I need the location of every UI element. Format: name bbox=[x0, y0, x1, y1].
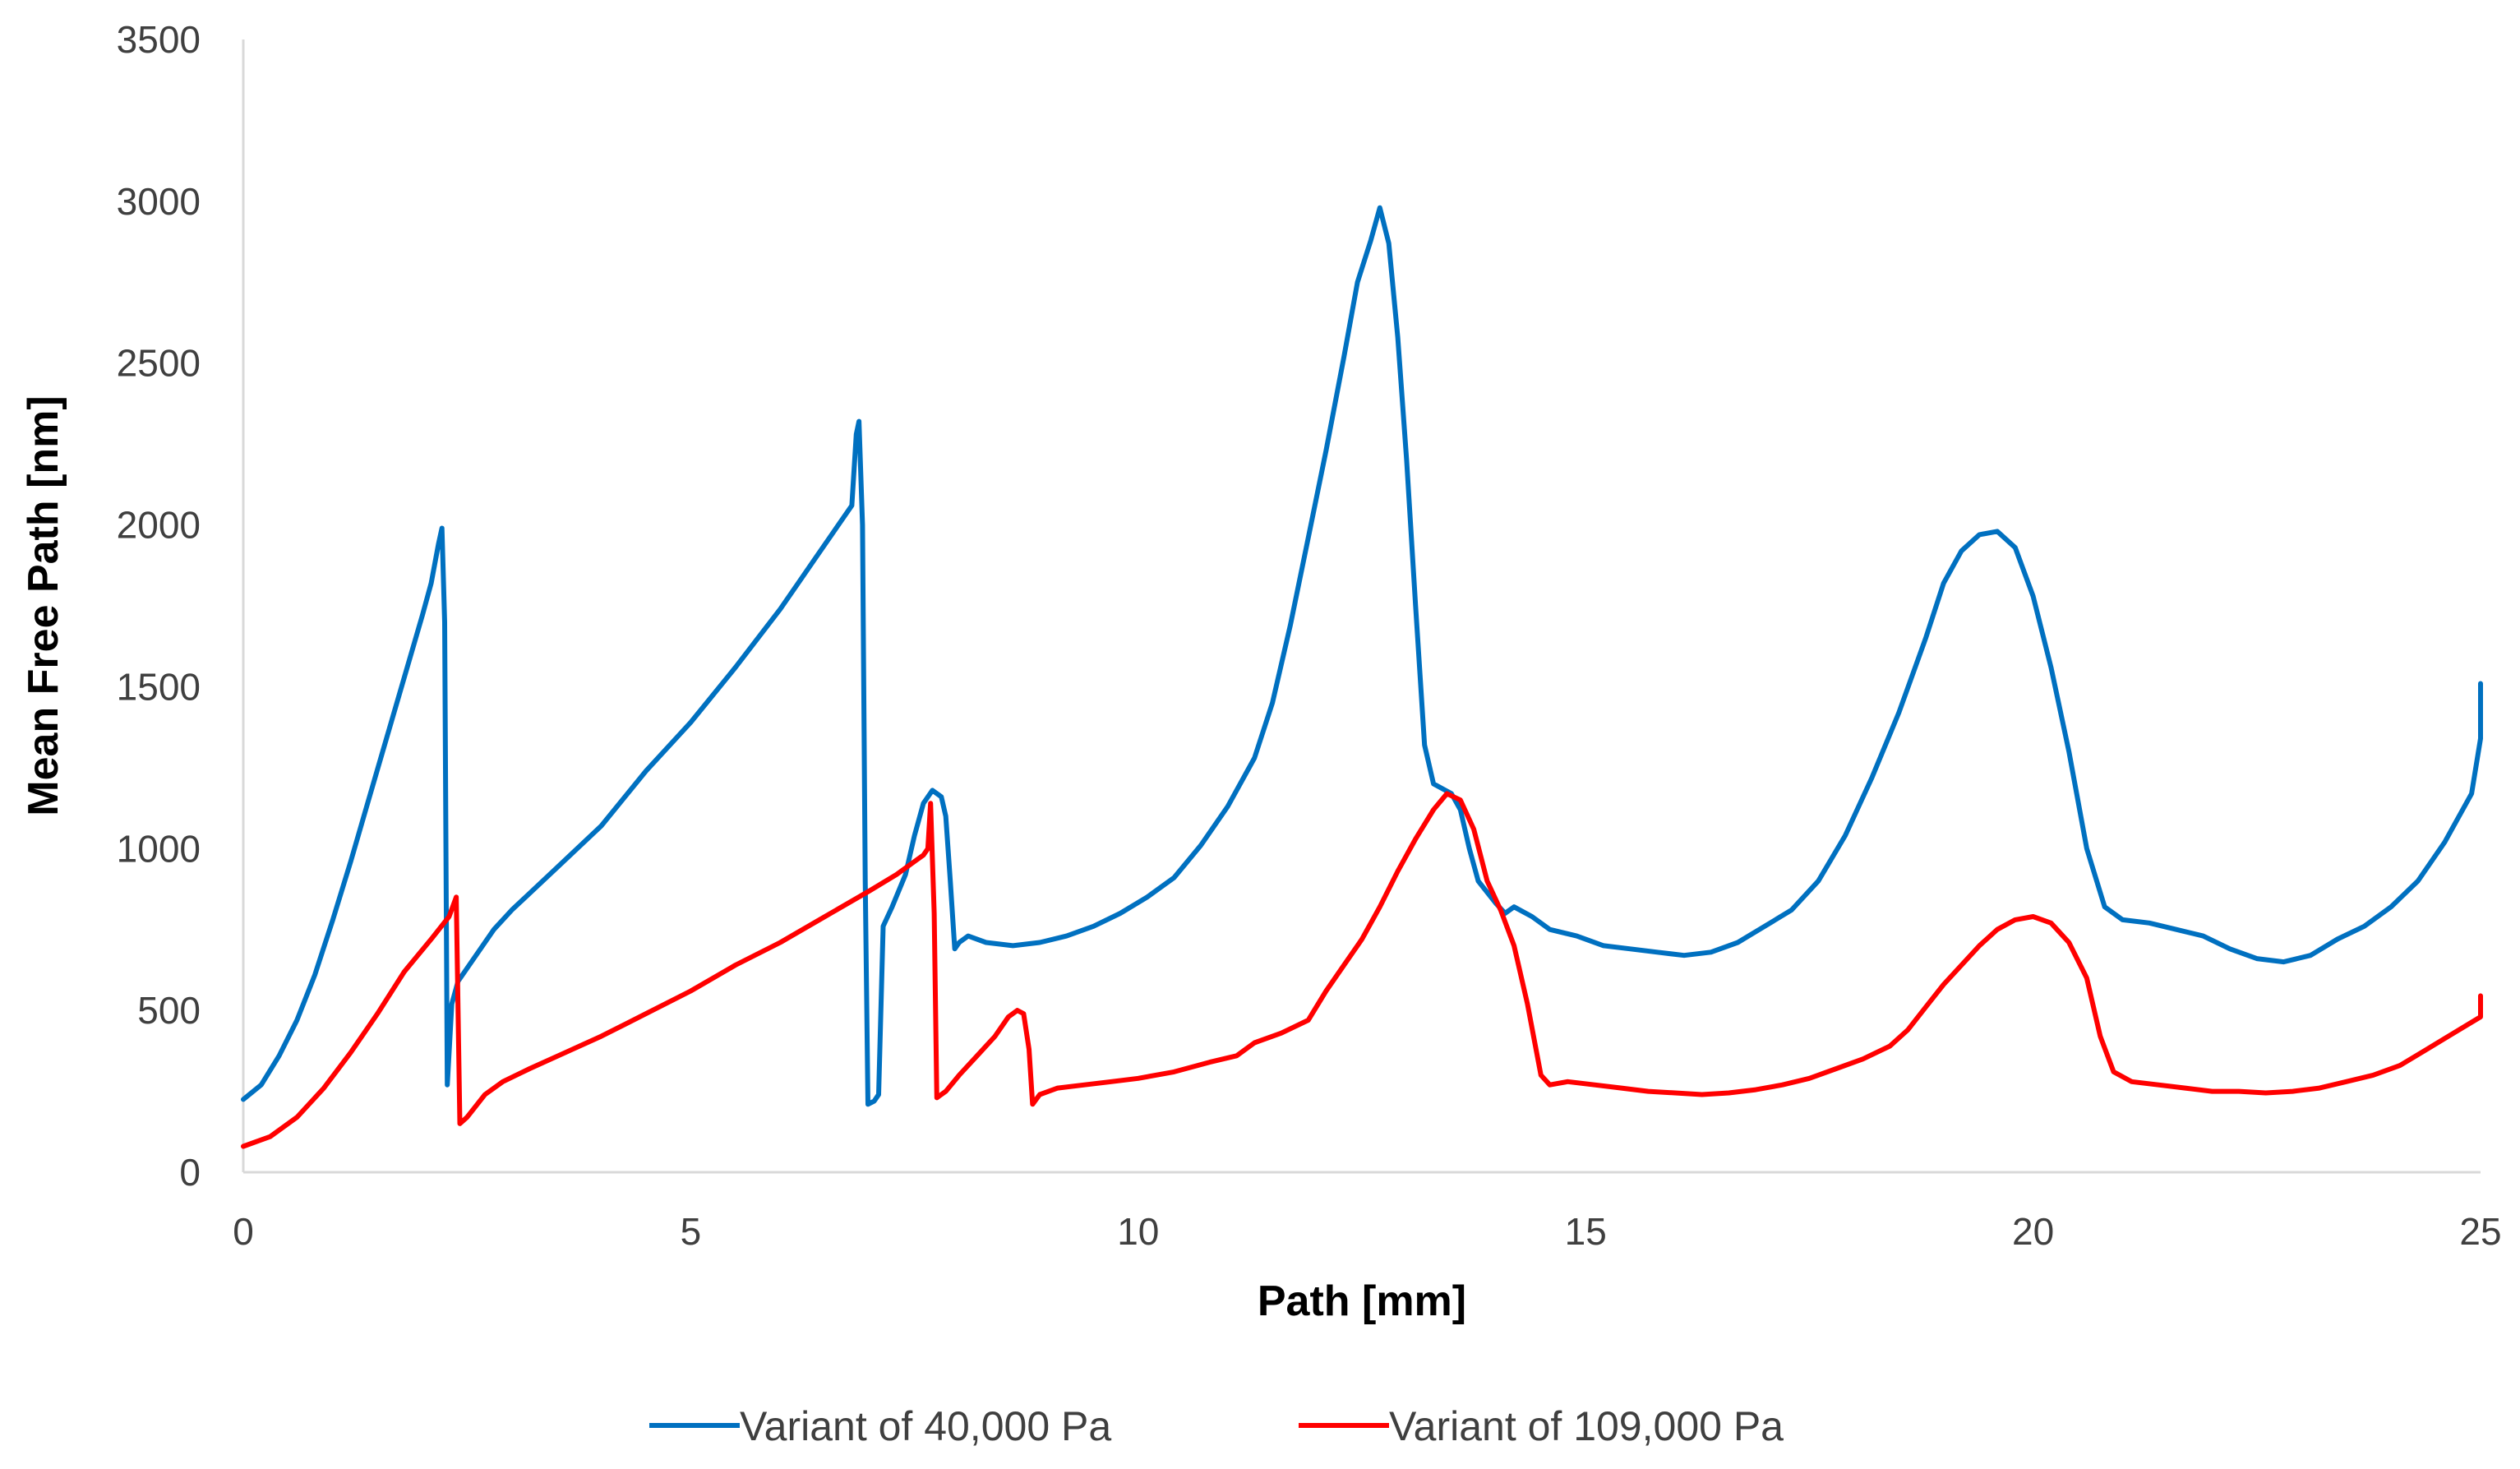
y-tick-label: 3500 bbox=[117, 18, 201, 61]
x-tick-label: 20 bbox=[2012, 1210, 2054, 1253]
x-tick-labels: 0 5 10 15 20 25 bbox=[233, 1210, 2501, 1253]
x-tick-label: 0 bbox=[233, 1210, 254, 1253]
y-tick-labels: 0 500 1000 1500 2000 2500 3000 3500 bbox=[117, 18, 201, 1194]
legend: Variant of 40,000 Pa Variant of 109,000 … bbox=[649, 1403, 1784, 1449]
series-lines bbox=[241, 205, 2483, 1149]
y-tick-label: 1500 bbox=[117, 665, 201, 708]
x-axis-title: Path [mm] bbox=[1258, 1277, 1466, 1325]
x-tick-label: 10 bbox=[1117, 1210, 1159, 1253]
series-line-1 bbox=[241, 205, 2483, 1107]
series-line-2 bbox=[241, 791, 2483, 1149]
y-tick-label: 1000 bbox=[117, 827, 201, 870]
x-tick-label: 5 bbox=[681, 1210, 702, 1253]
y-tick-label: 3000 bbox=[117, 180, 201, 223]
y-tick-label: 2500 bbox=[117, 342, 201, 385]
y-tick-label: 2000 bbox=[117, 504, 201, 547]
y-tick-label: 0 bbox=[179, 1151, 201, 1194]
y-axis-title: Mean Free Path [nm] bbox=[20, 395, 67, 815]
legend-label-series-1: Variant of 40,000 Pa bbox=[740, 1403, 1111, 1449]
x-tick-label: 25 bbox=[2459, 1210, 2501, 1253]
axes bbox=[242, 39, 2481, 1174]
legend-label-series-2: Variant of 109,000 Pa bbox=[1389, 1403, 1784, 1449]
y-tick-label: 500 bbox=[137, 989, 201, 1032]
x-tick-label: 15 bbox=[1565, 1210, 1607, 1253]
